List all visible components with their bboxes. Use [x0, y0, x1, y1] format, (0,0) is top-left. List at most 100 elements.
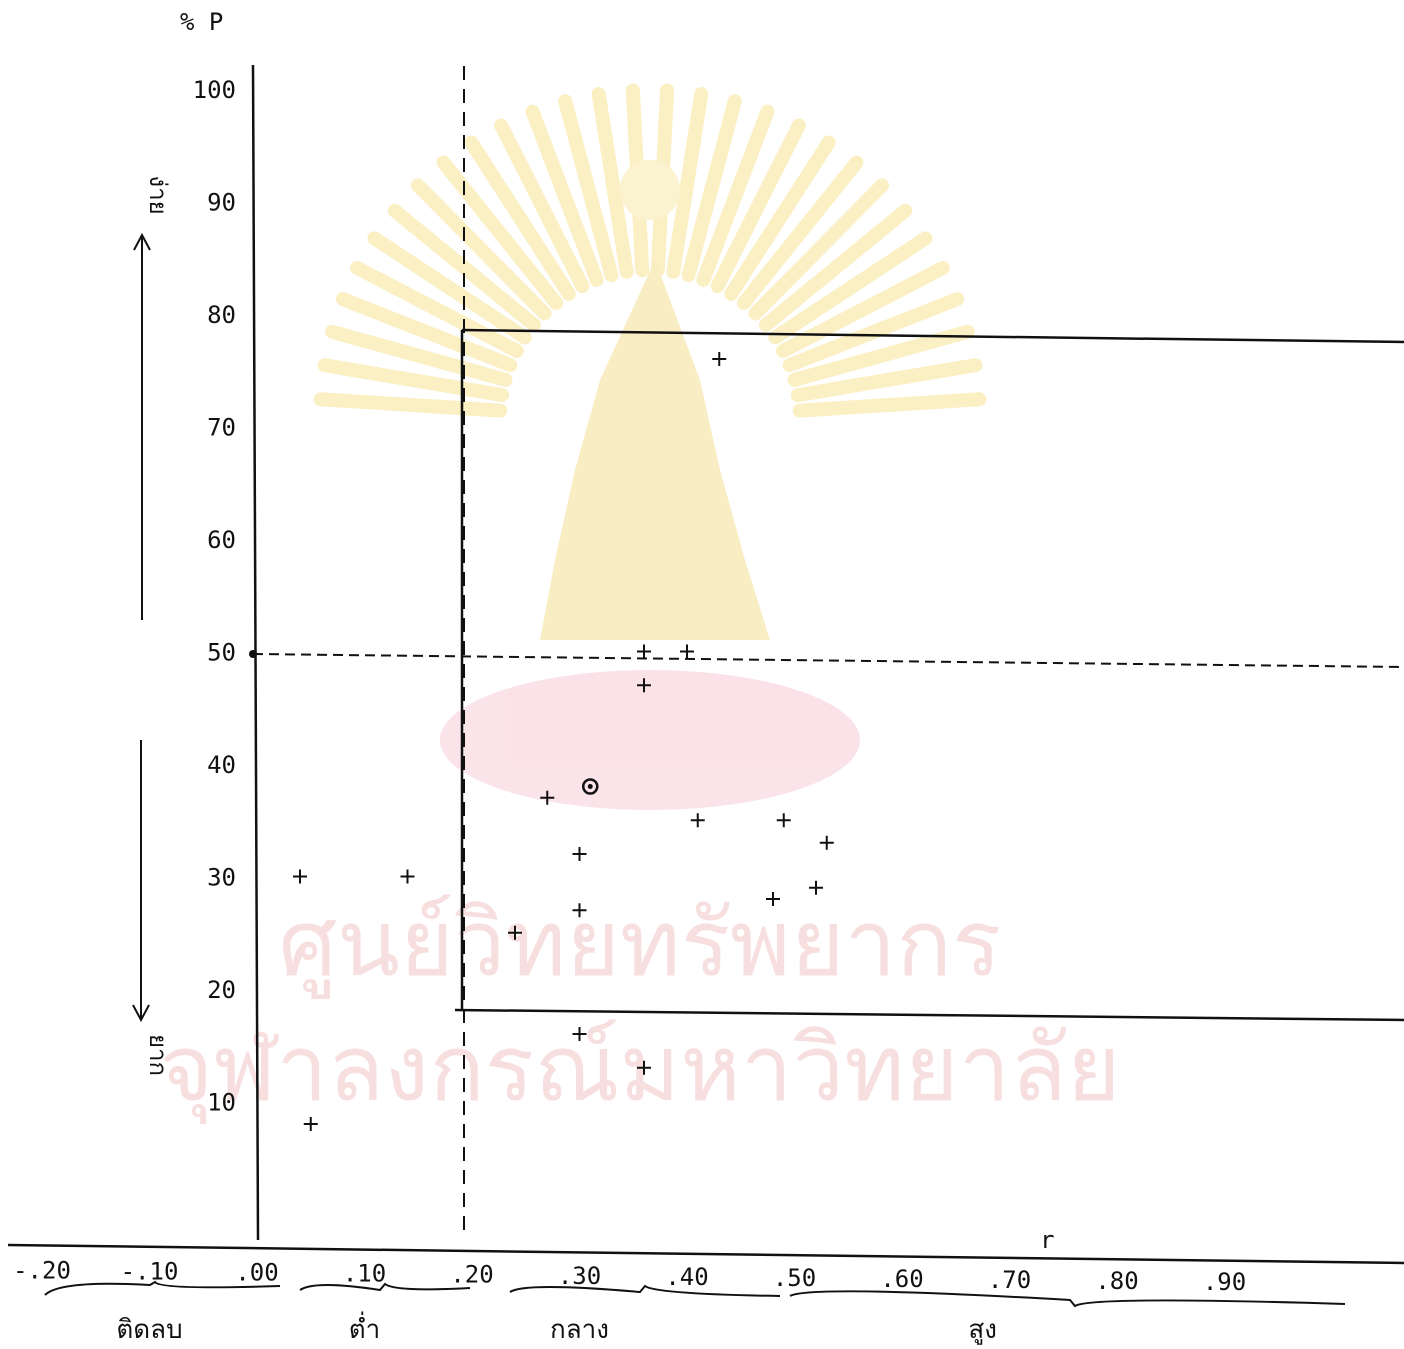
data-point — [540, 790, 555, 805]
data-point — [400, 869, 415, 884]
data-point — [303, 1117, 318, 1131]
watermark-text: ศูนย์วิทยทรัพยากร จุฬาลงกรณ์มหาวิทยาลัย — [159, 890, 1120, 1125]
y-tick-label: 50 — [207, 639, 236, 667]
emblem-ray — [591, 87, 634, 279]
emblem-ray — [768, 231, 933, 345]
data-point — [809, 880, 823, 895]
data-point — [293, 869, 307, 884]
data-point — [572, 1027, 587, 1041]
brace-low — [299, 1282, 471, 1292]
emblem-ray — [782, 292, 965, 373]
x-tick-label: .90 — [1203, 1268, 1246, 1296]
watermark-line-2: จุฬาลงกรณ์มหาวิทยาลัย — [159, 1015, 1120, 1125]
emblem-ray — [335, 292, 518, 373]
emblem-ray — [387, 203, 542, 332]
emblem-ray — [436, 155, 564, 310]
x-group-label: ต่ำ — [349, 1311, 380, 1345]
data-point — [637, 678, 651, 693]
emblem-ray — [724, 135, 836, 301]
emblem-ray — [681, 94, 742, 283]
emblem-crown — [540, 260, 770, 640]
y-tick-label: 30 — [207, 864, 236, 892]
emblem-ray — [776, 260, 950, 358]
hard-region-label: ยาก — [144, 1034, 172, 1076]
x-tick-label: .10 — [343, 1260, 386, 1288]
mean-difficulty-line — [252, 653, 1404, 668]
x-tick-label: .30 — [558, 1262, 601, 1290]
emblem-ray — [758, 203, 913, 332]
emblem-cushion — [440, 670, 860, 810]
mean-marker — [249, 650, 257, 658]
data-point — [637, 644, 651, 659]
emblem-rays — [313, 83, 987, 418]
y-tick-label: 20 — [207, 976, 236, 1004]
data-point — [508, 925, 522, 940]
y-tick-label: 10 — [207, 1089, 236, 1117]
data-point — [572, 847, 587, 861]
emblem-ray — [790, 358, 983, 403]
brace-negative — [44, 1280, 281, 1296]
x-tick-label: -.20 — [13, 1256, 71, 1284]
y-tick-label: 70 — [207, 414, 236, 442]
x-tick-label: -.10 — [121, 1257, 179, 1285]
x-tick-label: .80 — [1095, 1267, 1138, 1295]
data-point — [819, 835, 834, 850]
y-tick-label: 80 — [207, 301, 236, 329]
x-axis — [7, 1243, 1404, 1265]
emblem-ray — [736, 155, 864, 310]
x-tick-labels: -.20 -.10 .00 .10 .20 .30 .40 .50 .60 .70 .80 .90 — [13, 1256, 1246, 1296]
emblem-ray — [525, 104, 604, 287]
data-points — [293, 352, 834, 1131]
watermark-line-1: ศูนย์วิทยทรัพยากร — [279, 890, 1002, 999]
y-tick-label: 60 — [207, 526, 236, 554]
emblem-ray — [696, 104, 775, 287]
brace-mid — [509, 1284, 781, 1297]
brace-high — [789, 1290, 1346, 1308]
y-tick-label: 100 — [193, 76, 236, 104]
emblem-ray — [787, 324, 975, 387]
emblem-top — [620, 160, 680, 220]
emblem-ray — [748, 178, 890, 321]
emblem-ray — [367, 231, 532, 345]
x-tick-label: .50 — [773, 1264, 816, 1292]
x-tick-label: .60 — [880, 1265, 923, 1293]
x-group-label: สูง — [968, 1315, 997, 1345]
x-group-label: กลาง — [550, 1315, 609, 1345]
circled-data-point — [582, 778, 599, 795]
data-point — [766, 892, 780, 906]
x-group-labels: ติดลบ ต่ำ กลาง สูง — [116, 1311, 997, 1345]
data-point — [690, 813, 705, 828]
x-tick-label: .00 — [235, 1259, 278, 1287]
watermark-emblem — [313, 83, 987, 810]
x-tick-label: .70 — [988, 1266, 1031, 1294]
y-tick-label: 40 — [207, 751, 236, 779]
y-tick-label: 90 — [207, 189, 236, 217]
x-tick-label: .40 — [665, 1263, 708, 1291]
upper-difficulty-line — [461, 328, 1404, 344]
lower-difficulty-line — [454, 1008, 1404, 1022]
data-point — [712, 352, 727, 366]
emblem-ray — [464, 135, 576, 301]
emblem-ray — [494, 118, 590, 294]
x-group-braces — [44, 1280, 1346, 1308]
emblem-ray — [410, 178, 552, 321]
emblem-ray — [710, 118, 806, 294]
data-point — [637, 1060, 651, 1075]
easy-region-label: ง่าย — [144, 175, 172, 214]
easy-arrow — [133, 232, 151, 620]
hard-arrow — [132, 740, 150, 1023]
y-tick-labels: 100 90 80 70 60 50 40 30 20 10 — [193, 76, 236, 1117]
x-tick-label: .20 — [450, 1261, 493, 1289]
emblem-ray — [325, 324, 513, 387]
emblem-ray — [666, 87, 709, 279]
data-point — [776, 813, 791, 828]
x-axis-title: r — [1040, 1226, 1054, 1254]
emblem-ray — [350, 260, 524, 358]
emblem-ray — [317, 358, 510, 403]
y-axis-title: % P — [180, 8, 223, 36]
data-point — [680, 644, 694, 659]
data-point — [572, 903, 587, 918]
emblem-ray — [558, 94, 619, 283]
x-group-label: ติดลบ — [116, 1315, 182, 1345]
